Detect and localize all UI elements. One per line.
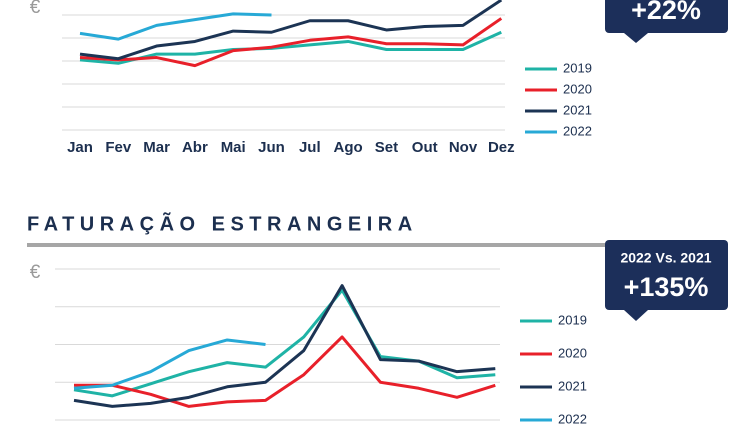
x-tick-label: Dez bbox=[488, 139, 515, 156]
legend-label: 2019 bbox=[563, 60, 592, 75]
x-tick-label: Fev bbox=[105, 139, 132, 156]
series-line bbox=[74, 335, 496, 408]
x-tick-label: Out bbox=[412, 139, 438, 156]
series-line bbox=[79, 12, 272, 41]
series-line bbox=[79, 17, 503, 68]
badge-value: +22% bbox=[631, 0, 701, 25]
x-tick-label: Jan bbox=[67, 139, 93, 156]
badge: +22% bbox=[605, 0, 728, 43]
x-tick-label: Mar bbox=[143, 139, 170, 156]
x-tick-label: Jun bbox=[258, 139, 285, 156]
section-title: FATURAÇÃO ESTRANGEIRA bbox=[27, 212, 418, 235]
badge-value: +135% bbox=[624, 272, 709, 302]
y-label: € bbox=[30, 0, 41, 18]
x-tick-label: Jul bbox=[299, 139, 321, 156]
badge: 2022 Vs. 2021 +135% bbox=[605, 240, 728, 321]
title-rule bbox=[27, 243, 605, 247]
series-line bbox=[79, 0, 503, 61]
series-line bbox=[79, 30, 502, 65]
series-line bbox=[73, 338, 266, 390]
x-tick-label: Abr bbox=[182, 139, 208, 156]
x-tick-label: Nov bbox=[449, 139, 478, 156]
legend-label: 2021 bbox=[558, 378, 587, 393]
legend-label: 2022 bbox=[558, 411, 587, 426]
x-tick-label: Ago bbox=[334, 139, 363, 156]
legend-label: 2019 bbox=[558, 312, 587, 327]
badge-title: 2022 Vs. 2021 bbox=[620, 250, 711, 266]
legend-label: 2021 bbox=[563, 102, 592, 117]
series-line bbox=[73, 288, 496, 398]
legend-label: 2020 bbox=[558, 345, 587, 360]
legend-label: 2022 bbox=[563, 123, 592, 138]
y-label: € bbox=[30, 262, 41, 283]
x-tick-label: Mai bbox=[221, 139, 246, 156]
legend-label: 2020 bbox=[563, 81, 592, 96]
series-line bbox=[73, 284, 496, 408]
x-tick-label: Set bbox=[375, 139, 398, 156]
